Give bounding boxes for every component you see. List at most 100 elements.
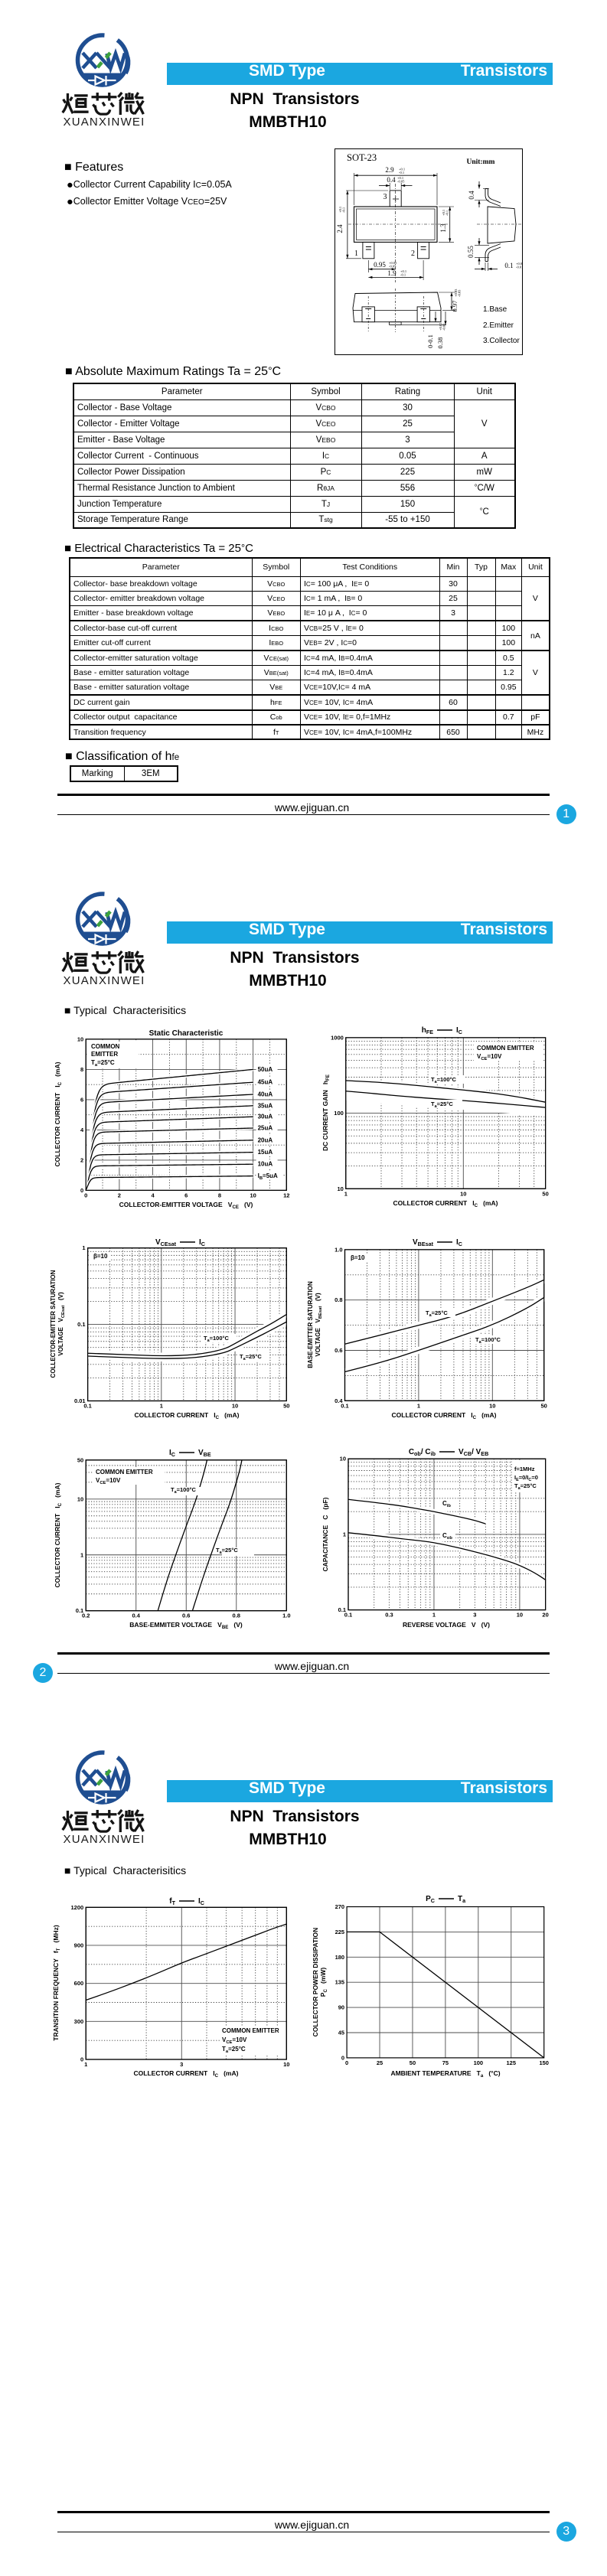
- svg-text:1.3: 1.3: [439, 223, 447, 233]
- svg-text:COLLECTOR CURRENT IC​ (mA): COLLECTOR CURRENT IC​ (mA): [135, 1411, 240, 1420]
- svg-text:IC​: IC​: [456, 1238, 462, 1247]
- svg-text:COLLECTOR-EMITTER SATURATION: COLLECTOR-EMITTER SATURATION: [50, 1270, 57, 1378]
- svg-text:10: 10: [337, 1185, 343, 1192]
- svg-text:1200: 1200: [71, 1904, 84, 1911]
- svg-text:IC​: IC​: [198, 1897, 204, 1906]
- svg-text:Ta​=25°C: Ta​=25°C: [426, 1309, 448, 1318]
- svg-text:20: 20: [542, 1612, 548, 1619]
- svg-text:6: 6: [184, 1192, 188, 1198]
- svg-text:+0.03: +0.03: [454, 289, 458, 297]
- svg-text:35uA: 35uA: [258, 1102, 273, 1109]
- svg-text:1: 1: [417, 1402, 420, 1409]
- svg-text:25uA: 25uA: [258, 1125, 273, 1132]
- svg-text:8: 8: [80, 1066, 83, 1073]
- svg-text:90: 90: [338, 2004, 344, 2011]
- svg-text:0.38: 0.38: [436, 337, 444, 349]
- svg-text:1: 1: [354, 249, 358, 258]
- svg-text:+0.1: +0.1: [397, 176, 403, 180]
- svg-text:COLLECTOR POWER DISSIPATION: COLLECTOR POWER DISSIPATION: [312, 1928, 319, 2037]
- svg-text:VBEsat​: VBEsat​: [413, 1238, 434, 1247]
- svg-text:-0.05: -0.05: [389, 265, 397, 269]
- svg-text:COLLECTOR CURRENT IC​ (mA): COLLECTOR CURRENT IC​ (mA): [54, 1482, 63, 1587]
- svg-text:BASE-EMMITER VOLTAGE VBE​: BASE-EMMITER VOLTAGE VBE​ (V): [129, 1621, 243, 1630]
- svg-text:Ta​=25°C: Ta​=25°C: [216, 1547, 238, 1555]
- svg-text:6: 6: [80, 1096, 83, 1103]
- svg-text:VBE​: VBE​: [198, 1449, 211, 1458]
- svg-text:0.4: 0.4: [468, 191, 475, 200]
- svg-text:25: 25: [377, 2059, 383, 2066]
- svg-text:COLLECTOR-EMITTER VOLTAGE VC: COLLECTOR-EMITTER VOLTAGE VCE​ (V): [119, 1201, 253, 1210]
- svg-text:180: 180: [335, 1954, 345, 1961]
- svg-text:+0.05: +0.05: [389, 261, 397, 265]
- svg-text:BASE-EMITTER SATURATION: BASE-EMITTER SATURATION: [307, 1281, 314, 1368]
- svg-text:Cob​: Cob​: [442, 1532, 452, 1541]
- svg-text:-0.1: -0.1: [400, 273, 406, 277]
- svg-text:Static Characteristic: Static Characteristic: [149, 1029, 224, 1038]
- svg-text:2: 2: [411, 249, 415, 258]
- svg-text:50: 50: [542, 1190, 548, 1197]
- svg-text:+0.1: +0.1: [400, 269, 406, 273]
- svg-text:VCE​=10V: VCE​=10V: [477, 1053, 502, 1061]
- svg-text:CAPACITANCE C (pF): CAPACITANCE C (pF): [321, 1497, 329, 1571]
- svg-text:COLLECTOR CURRENT IC​ (mA): COLLECTOR CURRENT IC​ (mA): [134, 2069, 239, 2079]
- svg-text:COLLECTOR CURRENT IC​ (mA): COLLECTOR CURRENT IC​ (mA): [54, 1061, 63, 1166]
- svg-text:0.1: 0.1: [341, 1402, 348, 1409]
- svg-text:-0.1: -0.1: [342, 207, 346, 213]
- svg-text:45uA: 45uA: [258, 1079, 273, 1086]
- svg-text:1.9: 1.9: [387, 269, 397, 277]
- svg-text:10: 10: [77, 1035, 83, 1042]
- svg-text:0.1: 0.1: [77, 1321, 85, 1328]
- svg-text:AMBIENT TEMPERATURE Ta​ (°: AMBIENT TEMPERATURE Ta​ (°C): [390, 2069, 500, 2079]
- svg-text:Cib​: Cib​: [442, 1500, 451, 1508]
- svg-text:10: 10: [283, 2061, 289, 2068]
- svg-text:1000: 1000: [331, 1034, 344, 1041]
- svg-text:0.3: 0.3: [385, 1612, 393, 1619]
- svg-text:270: 270: [335, 1903, 345, 1910]
- svg-text:COMMON EMITTER: COMMON EMITTER: [477, 1045, 534, 1052]
- svg-text:VOLTAGE VBEsat​ (V): VOLTAGE VBEsat​ (V): [315, 1293, 323, 1357]
- svg-text:0: 0: [345, 2059, 348, 2066]
- svg-text:0.95: 0.95: [374, 261, 386, 269]
- svg-text:30uA: 30uA: [258, 1114, 273, 1120]
- svg-text:1.0: 1.0: [335, 1246, 342, 1253]
- svg-text:VCE​=10V: VCE​=10V: [222, 2036, 247, 2045]
- svg-text:0.4: 0.4: [335, 1397, 343, 1404]
- svg-text:45: 45: [338, 2030, 344, 2036]
- svg-text:VCE​=10V: VCE​=10V: [96, 1477, 121, 1485]
- svg-text:+0.1: +0.1: [442, 210, 445, 216]
- svg-text:β=10: β=10: [351, 1254, 365, 1261]
- svg-text:0.6: 0.6: [182, 1612, 190, 1619]
- svg-text:-0.05: -0.05: [397, 180, 405, 184]
- svg-text:0.4: 0.4: [132, 1612, 141, 1619]
- svg-text:-0.03: -0.03: [458, 289, 462, 297]
- svg-text:600: 600: [74, 1980, 84, 1987]
- svg-text:3: 3: [180, 2061, 183, 2068]
- svg-text:4: 4: [80, 1127, 84, 1133]
- svg-text:50: 50: [541, 1402, 547, 1409]
- svg-text:-0.02: -0.02: [442, 324, 446, 331]
- svg-text:Ta​=100°C: Ta​=100°C: [204, 1335, 229, 1343]
- svg-text:3: 3: [383, 193, 387, 201]
- svg-text:EMITTER: EMITTER: [91, 1051, 118, 1058]
- svg-text:10: 10: [232, 1403, 238, 1410]
- svg-text:IE​=0/IC​=0: IE​=0/IC​=0: [514, 1474, 538, 1482]
- svg-text:Ta​=25°C: Ta​=25°C: [514, 1482, 537, 1491]
- svg-text:1: 1: [160, 1403, 163, 1410]
- svg-text:IC​: IC​: [456, 1026, 462, 1035]
- svg-text:+0.1: +0.1: [399, 168, 405, 171]
- svg-text:COMMON EMITTER: COMMON EMITTER: [222, 2027, 279, 2034]
- svg-text:REVERSE VOLTAGE V (V): REVERSE VOLTAGE V (V): [403, 1621, 490, 1629]
- svg-text:1: 1: [344, 1190, 348, 1197]
- svg-text:3.Collector: 3.Collector: [483, 337, 520, 345]
- svg-text:-0.1: -0.1: [399, 171, 404, 174]
- svg-text:2: 2: [118, 1192, 121, 1198]
- svg-text:DC CURRENT GAIN hFE​: DC CURRENT GAIN hFE​: [321, 1074, 331, 1151]
- svg-text:125: 125: [507, 2059, 517, 2066]
- svg-text:VOLTAGE VCEsat​ (V): VOLTAGE VCEsat​ (V): [57, 1292, 66, 1356]
- svg-text:hFE​: hFE​: [422, 1026, 433, 1035]
- svg-text:10: 10: [250, 1192, 256, 1198]
- svg-text:2.Emitter: 2.Emitter: [483, 321, 514, 330]
- svg-text:135: 135: [335, 1979, 345, 1986]
- svg-text:100: 100: [474, 2059, 484, 2066]
- svg-text:IC​: IC​: [199, 1238, 205, 1247]
